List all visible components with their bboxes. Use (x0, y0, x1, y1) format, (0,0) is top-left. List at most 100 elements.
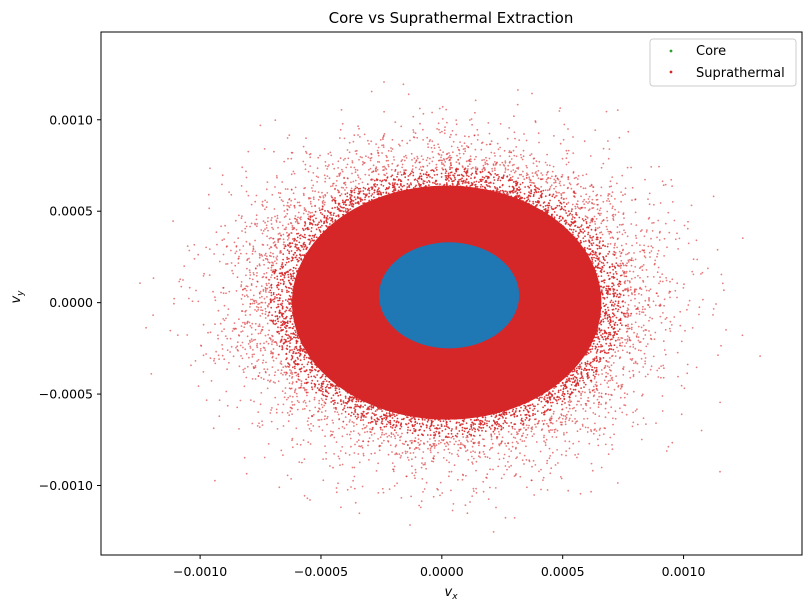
suprathermal-point (609, 357, 611, 359)
suprathermal-point (604, 317, 606, 320)
suprathermal-point (423, 488, 426, 490)
suprathermal-point (630, 326, 633, 329)
suprathermal-point (255, 274, 258, 277)
suprathermal-point (314, 256, 317, 259)
suprathermal-point (261, 232, 264, 235)
suprathermal-point (627, 290, 629, 293)
suprathermal-point (354, 443, 356, 446)
suprathermal-point (426, 181, 428, 184)
suprathermal-point (628, 370, 631, 373)
suprathermal-point (242, 371, 245, 373)
suprathermal-point (236, 406, 239, 409)
suprathermal-point (388, 434, 390, 437)
suprathermal-point (572, 221, 575, 224)
suprathermal-point (567, 128, 569, 130)
suprathermal-point (290, 232, 293, 235)
suprathermal-point (499, 190, 502, 192)
suprathermal-point (624, 312, 626, 315)
suprathermal-point (445, 175, 448, 177)
suprathermal-point (381, 422, 384, 425)
suprathermal-point (376, 404, 379, 407)
suprathermal-point (188, 249, 191, 252)
suprathermal-point (509, 177, 512, 179)
suprathermal-point (354, 394, 357, 397)
suprathermal-point (486, 409, 489, 412)
suprathermal-point (468, 428, 471, 431)
suprathermal-point (202, 354, 205, 357)
suprathermal-point (386, 198, 389, 201)
suprathermal-point (566, 214, 569, 217)
suprathermal-point (340, 403, 343, 406)
suprathermal-point (429, 176, 431, 178)
suprathermal-point (258, 422, 260, 425)
suprathermal-point (280, 369, 283, 372)
suprathermal-point (404, 450, 407, 453)
suprathermal-point (245, 289, 248, 292)
suprathermal-point (600, 231, 603, 234)
suprathermal-point (495, 174, 498, 177)
suprathermal-point (565, 454, 567, 457)
suprathermal-point (574, 379, 577, 382)
suprathermal-point (591, 202, 593, 204)
suprathermal-point (245, 274, 247, 277)
suprathermal-point (629, 286, 632, 289)
suprathermal-point (566, 378, 568, 381)
suprathermal-point (304, 163, 307, 166)
suprathermal-point (546, 153, 548, 156)
suprathermal-point (282, 373, 284, 376)
suprathermal-point (491, 446, 494, 449)
suprathermal-point (513, 154, 516, 157)
suprathermal-point (357, 125, 359, 127)
suprathermal-point (484, 430, 487, 433)
suprathermal-point (281, 302, 283, 305)
suprathermal-point (294, 388, 297, 391)
suprathermal-point (440, 176, 443, 178)
suprathermal-point (420, 439, 422, 442)
suprathermal-point (245, 376, 248, 379)
suprathermal-point (563, 201, 565, 204)
suprathermal-point (298, 289, 301, 292)
suprathermal-point (460, 191, 462, 194)
suprathermal-point (468, 163, 471, 166)
suprathermal-point (357, 400, 360, 403)
suprathermal-point (223, 328, 226, 330)
suprathermal-point (394, 453, 396, 456)
suprathermal-point (299, 298, 301, 300)
suprathermal-point (539, 218, 542, 221)
suprathermal-point (563, 234, 565, 237)
suprathermal-point (580, 185, 582, 188)
suprathermal-point (414, 456, 417, 459)
suprathermal-point (331, 224, 334, 226)
suprathermal-point (344, 201, 347, 203)
suprathermal-point (529, 211, 531, 214)
suprathermal-point (525, 436, 527, 439)
suprathermal-point (503, 149, 506, 152)
suprathermal-point (391, 417, 394, 419)
suprathermal-point (359, 445, 362, 448)
suprathermal-point (622, 264, 625, 267)
suprathermal-point (571, 214, 573, 216)
suprathermal-point (642, 337, 645, 340)
suprathermal-point (456, 146, 459, 149)
suprathermal-point (295, 254, 298, 257)
suprathermal-point (456, 174, 459, 177)
suprathermal-point (370, 417, 373, 420)
suprathermal-point (353, 166, 356, 169)
suprathermal-point (594, 347, 597, 350)
suprathermal-point (455, 428, 458, 430)
suprathermal-point (375, 470, 378, 472)
suprathermal-point (570, 384, 573, 386)
suprathermal-point (318, 419, 321, 421)
suprathermal-point (536, 165, 538, 168)
suprathermal-point (317, 156, 320, 159)
suprathermal-point (494, 155, 496, 157)
suprathermal-point (406, 408, 409, 411)
suprathermal-point (483, 444, 485, 447)
suprathermal-point (367, 156, 370, 159)
suprathermal-point (608, 200, 611, 203)
suprathermal-point (319, 233, 322, 236)
suprathermal-point (417, 157, 419, 160)
suprathermal-point (634, 211, 637, 214)
suprathermal-point (521, 459, 524, 462)
suprathermal-point (607, 335, 610, 338)
